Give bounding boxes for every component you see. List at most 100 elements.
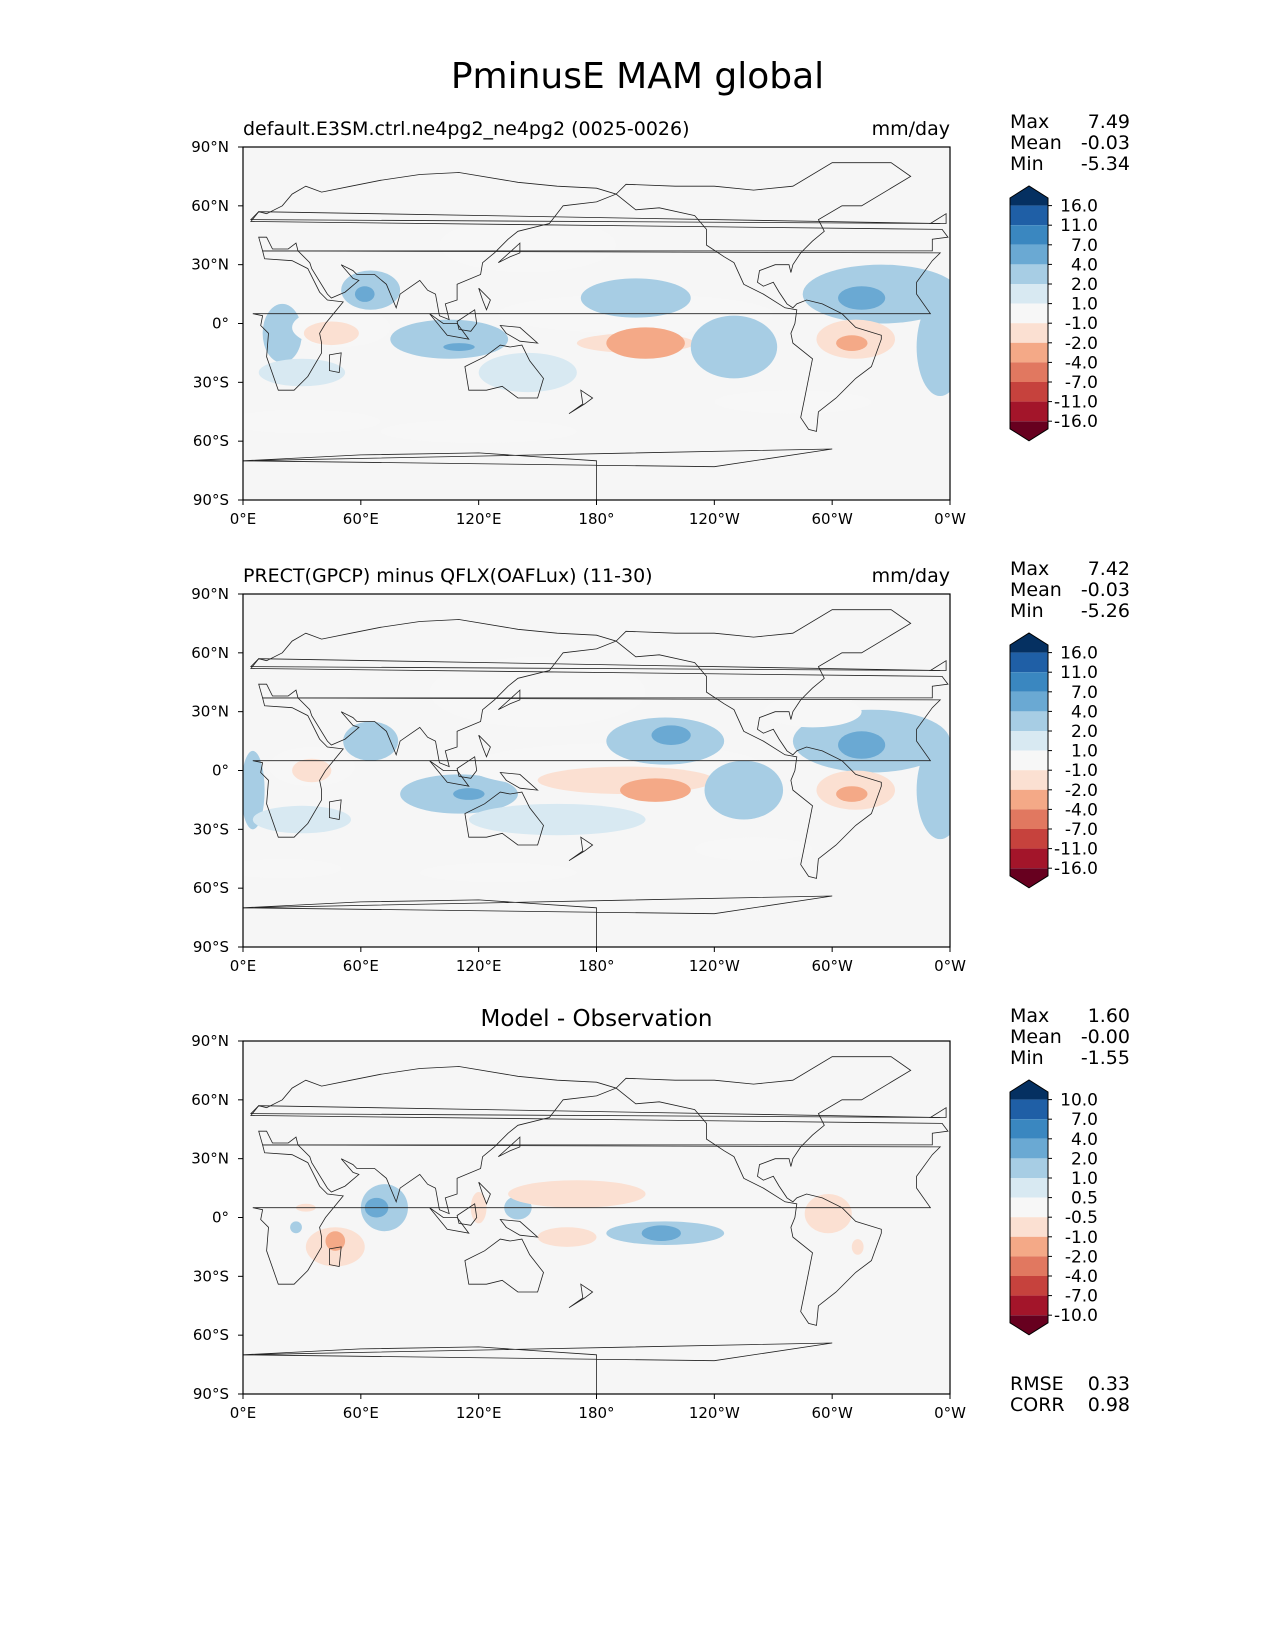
anomaly-blob [252, 805, 352, 834]
panel-3-mean-label: Mean [1010, 1026, 1062, 1048]
lat-tick-label: 90°N [191, 140, 229, 156]
colorbar-segment [1010, 1197, 1048, 1218]
coastline [429, 1207, 470, 1234]
lon-tick-label: 120°E [456, 510, 502, 528]
lon-tick-label: 0°W [934, 510, 966, 528]
colorbar-segment [1010, 205, 1048, 226]
colorbar-segment [1010, 711, 1048, 731]
colorbar-segment [1010, 1276, 1048, 1296]
lat-tick-label: 60°N [191, 1091, 229, 1109]
lat-tick-label: 30°S [193, 373, 229, 391]
colorbar-segment [1010, 829, 1048, 849]
panel-3-corr-value: 0.98 [1087, 1394, 1130, 1416]
anomaly-blob [478, 352, 577, 393]
colorbar-label: 4.0 [1071, 1130, 1098, 1150]
colorbar-label: -2.0 [1065, 1247, 1098, 1267]
colorbar-segment [1010, 848, 1048, 869]
colorbar-segment [1010, 789, 1048, 810]
anomaly-blob [690, 315, 778, 379]
coastlines [243, 609, 949, 947]
coastline [499, 325, 539, 344]
panel-2-max-value: 7.42 [1087, 558, 1130, 580]
colorbar-segment [1010, 186, 1048, 206]
coastline [249, 658, 941, 671]
coastline [328, 352, 342, 373]
panel-3-rmse-value: 0.33 [1087, 1373, 1130, 1395]
anomaly-blob [763, 695, 862, 728]
colorbar-segment [1010, 284, 1048, 304]
lat-tick-label: 30°N [191, 256, 229, 274]
lat-tick-label: 30°S [193, 1267, 229, 1285]
colorbar-label: -0.5 [1065, 1208, 1098, 1228]
coastline [456, 1203, 478, 1226]
panel-2-title: PRECT(GPCP) minus QFLX(OAFLux) (11-30) [243, 565, 653, 587]
colorbar-segment [1010, 244, 1048, 265]
anomaly-blob [704, 760, 784, 820]
lon-tick-label: 180° [578, 1404, 614, 1422]
colorbar-label: -2.0 [1065, 781, 1098, 801]
lat-tick-label: 30°S [193, 820, 229, 838]
lat-tick-label: 90°S [193, 938, 229, 956]
anomaly-blob [243, 750, 265, 830]
colorbar-outline [1009, 632, 1049, 889]
coastline [456, 309, 478, 332]
anomaly-blob [606, 327, 685, 359]
colorbar-segment [1010, 1158, 1048, 1178]
lon-tick-label: 60°W [811, 1404, 853, 1422]
colorbar-label: -16.0 [1054, 412, 1098, 432]
lat-tick-label: 60°S [193, 1326, 229, 1344]
coastline [568, 1283, 594, 1309]
lon-tick-label: 0°E [230, 510, 257, 528]
panel-2-min-label: Min [1010, 600, 1044, 622]
colorbar-segment [1010, 750, 1048, 771]
colorbar-2: 16.011.07.04.02.01.0-1.0-2.0-4.0-7.0-11.… [1009, 632, 1098, 889]
anomaly-blob [804, 1193, 852, 1234]
anomaly-blob [343, 721, 399, 761]
panel-2-mean-label: Mean [1010, 579, 1062, 601]
colorbar-segment [1010, 652, 1048, 673]
coastline [568, 389, 594, 415]
panel-2-mean-value: -0.03 [1080, 579, 1130, 601]
colorbar-label: -7.0 [1065, 1287, 1098, 1307]
anomaly-blob [429, 656, 646, 728]
colorbar-1: 16.011.07.04.02.01.0-1.0-2.0-4.0-7.0-11.… [1009, 185, 1098, 442]
colorbar-segment [1010, 382, 1048, 402]
colorbar-label: 1.0 [1071, 295, 1098, 315]
anomaly-blob [651, 725, 691, 746]
coastline [429, 313, 470, 340]
colorbar-segment [1010, 1315, 1048, 1335]
panel-1-title: default.E3SM.ctrl.ne4pg2_ne4pg2 (0025-00… [243, 118, 690, 140]
anomaly-blob [243, 858, 342, 879]
colorbar-label: 0.5 [1071, 1189, 1098, 1209]
anomaly-blob [641, 1225, 681, 1242]
panel-3-rmse-label: RMSE [1010, 1373, 1064, 1395]
colorbar-segment [1010, 1178, 1048, 1198]
lon-tick-label: 0°E [230, 957, 257, 975]
lon-tick-label: 180° [578, 957, 614, 975]
anomaly-blob [836, 786, 868, 802]
lon-tick-label: 0°W [934, 957, 966, 975]
coastline [243, 895, 833, 947]
coastline [456, 756, 478, 779]
colorbar-segment [1010, 1217, 1048, 1237]
colorbar-3: 10.07.04.02.01.00.5-0.5-1.0-2.0-4.0-7.0-… [1009, 1079, 1098, 1336]
colorbar-segment [1010, 672, 1048, 692]
colorbar-segment [1010, 342, 1048, 363]
coastline [243, 1342, 833, 1394]
colorbar-segment [1010, 225, 1048, 245]
anomaly-blob [714, 390, 872, 414]
colorbar-segment [1010, 401, 1048, 422]
lon-tick-label: 120°E [456, 1404, 502, 1422]
colorbar-outline [1009, 1079, 1049, 1336]
lat-tick-label: 90°N [191, 587, 229, 603]
lat-tick-label: 60°S [193, 879, 229, 897]
anomaly-blob [580, 278, 691, 318]
colorbar-label: -4.0 [1065, 800, 1098, 820]
colorbar-segment [1010, 1080, 1048, 1100]
lon-tick-label: 60°W [811, 510, 853, 528]
colorbar-segment [1010, 303, 1048, 324]
anomaly-blob [262, 303, 302, 363]
lat-tick-label: 90°S [193, 1385, 229, 1403]
coastline [499, 1219, 539, 1238]
panel-3-corr-label: CORR [1010, 1394, 1065, 1416]
